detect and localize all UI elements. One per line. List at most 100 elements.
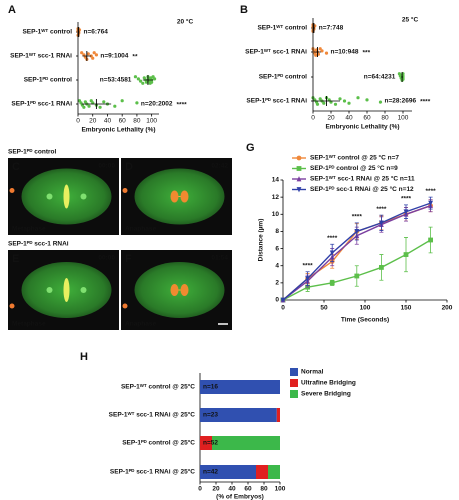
centrosome — [46, 287, 53, 293]
significance-stars: ** — [132, 54, 138, 61]
x-tick-label: 200 — [442, 305, 453, 312]
legend-label: SEP-1ᴾᴰ control @ 25 °C n=9 — [310, 164, 398, 172]
chromatin — [180, 190, 189, 203]
spindle — [63, 184, 70, 209]
n-label: n=53:4581 — [100, 77, 132, 84]
data-point — [338, 97, 342, 101]
polar-body — [122, 303, 128, 309]
x-tick-label: 60 — [363, 115, 371, 122]
legend-marker — [296, 187, 302, 193]
centrosome — [46, 193, 53, 200]
category-label: SEP-1ᵂᵀ scc-1 RNAi @ 25°C — [109, 411, 196, 419]
category-label: SEP-1ᵂᵀ control — [257, 25, 307, 32]
significance-stars: **** — [303, 262, 314, 269]
data-point — [379, 220, 384, 226]
x-axis-label: (% of Embryos) — [216, 494, 264, 500]
polar-body — [9, 303, 15, 309]
data-point — [342, 99, 347, 103]
timestamp: 00:00 — [98, 255, 115, 262]
phase-label: Metaphase — [12, 321, 46, 328]
significance-stars: **** — [327, 235, 338, 242]
data-point — [280, 297, 286, 303]
x-tick-label: 100 — [275, 486, 286, 493]
phase-label: Metaphase — [12, 226, 46, 233]
x-tick-label: 80 — [381, 115, 389, 122]
row-label: SEP-1ᴾᴰ scc-1 RNAi — [8, 241, 69, 248]
n-label: n=7:748 — [319, 25, 344, 32]
y-tick-label: 14 — [272, 177, 280, 184]
data-point — [329, 280, 335, 286]
y-tick-label: 0 — [275, 297, 279, 304]
legend-label: Ultrafine Bridging — [301, 380, 356, 387]
data-point — [354, 273, 360, 279]
data-point — [378, 100, 383, 104]
legend-swatch — [290, 379, 298, 387]
x-tick-label: 0 — [76, 118, 80, 125]
n-label: n=42 — [203, 469, 218, 476]
y-tick-label: 10 — [272, 211, 280, 218]
data-point — [113, 104, 117, 108]
significance-stars: **** — [352, 214, 363, 221]
phase-label: Anaphase — [125, 321, 156, 328]
x-tick-label: 40 — [104, 118, 112, 125]
y-tick-label: 4 — [275, 262, 279, 269]
bar-segment — [200, 380, 280, 394]
n-label: n=28:2696 — [385, 98, 417, 105]
x-tick-label: 50 — [320, 305, 328, 312]
category-label: SEP-1ᴾᴰ control — [259, 74, 307, 81]
data-point — [314, 53, 318, 57]
panel-letter: G — [246, 142, 255, 154]
chromatin — [170, 284, 179, 296]
x-tick-label: 60 — [244, 486, 252, 493]
significance-stars: **** — [376, 206, 387, 213]
category-label: SEP-1ᴾᴰ scc-1 RNAi — [11, 101, 72, 108]
legend-swatch — [290, 368, 298, 376]
bar-segment — [212, 436, 280, 450]
x-tick-label: 100 — [398, 115, 409, 122]
bar-segment — [268, 465, 280, 479]
category-label: SEP-1ᴾᴰ scc-1 RNAi @ 25°C — [110, 468, 195, 476]
data-point — [305, 276, 310, 282]
data-point — [92, 51, 96, 55]
polar-body — [9, 188, 15, 193]
n-label: n=20:2002 — [141, 101, 173, 108]
x-axis-label: Embryonic Lethality (%) — [81, 127, 155, 134]
n-label: n=9:1004 — [100, 53, 128, 60]
data-point — [322, 101, 326, 105]
legend-label: SEP-1ᴾᴰ scc-1 RNAi @ 25 °C n=12 — [310, 185, 414, 193]
legend-marker — [296, 166, 302, 171]
category-label: SEP-1ᵂᵀ control — [22, 29, 72, 36]
data-point — [91, 56, 95, 60]
data-point — [144, 80, 149, 84]
data-point — [320, 49, 324, 53]
x-tick-label: 20 — [327, 115, 335, 122]
data-point — [356, 96, 360, 100]
n-label: n=6:764 — [83, 29, 108, 36]
y-tick-label: 6 — [275, 245, 279, 252]
data-point — [80, 51, 84, 55]
significance-stars: **** — [177, 102, 188, 109]
chromatin — [170, 190, 179, 203]
x-tick-label: 20 — [212, 486, 220, 493]
y-tick-label: 12 — [272, 194, 280, 201]
y-tick-label: 8 — [275, 228, 279, 235]
panel-letter: B — [240, 4, 248, 16]
n-label: n=23 — [203, 412, 218, 419]
x-tick-label: 150 — [401, 305, 412, 312]
data-point — [120, 99, 124, 103]
data-point — [135, 101, 139, 105]
x-tick-label: 100 — [146, 118, 157, 125]
x-axis-label: Time (Seconds) — [341, 317, 389, 324]
n-label: n=16 — [203, 384, 218, 391]
data-point — [428, 200, 433, 207]
spindle — [63, 278, 70, 302]
x-tick-label: 100 — [360, 305, 371, 312]
x-tick-label: 40 — [228, 486, 236, 493]
x-tick-label: 60 — [119, 118, 127, 125]
x-tick-label: 80 — [133, 118, 141, 125]
x-axis-label: Embryonic Lethality (%) — [325, 124, 399, 131]
data-point — [318, 97, 322, 101]
data-point — [365, 98, 369, 102]
data-point — [138, 79, 143, 83]
